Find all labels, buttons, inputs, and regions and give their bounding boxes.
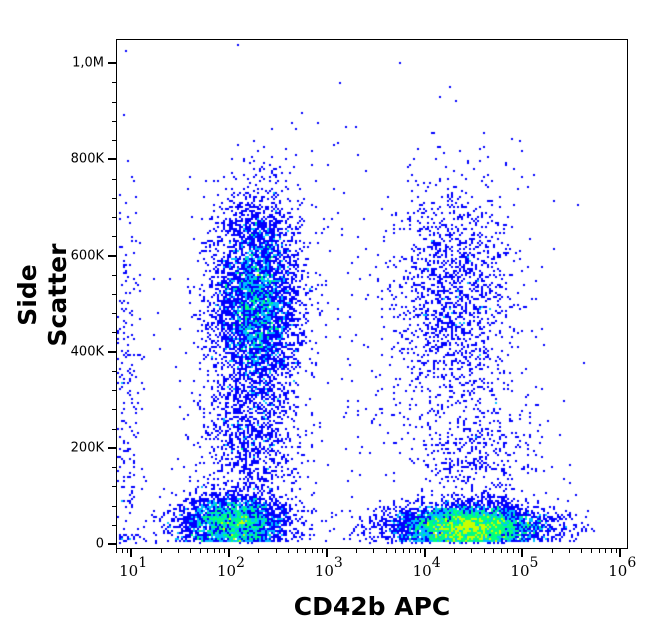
y-tick-label: 1,0M: [72, 55, 104, 71]
x-tick-label: 104: [412, 555, 441, 580]
y-tick-label: 200K: [70, 440, 104, 456]
x-tick-label: 106: [608, 555, 637, 580]
y-major-tick: [108, 62, 116, 65]
y-tick-label: 800K: [70, 151, 104, 167]
y-major-tick: [108, 158, 116, 161]
x-minor-tick: [500, 549, 502, 553]
x-minor-tick: [492, 549, 494, 553]
x-tick-label: 103: [314, 555, 343, 580]
y-minor-tick: [112, 140, 116, 142]
y-tick-label: 400K: [70, 344, 104, 360]
plot-area: [116, 39, 628, 549]
x-minor-tick: [581, 549, 583, 553]
y-minor-tick: [112, 524, 116, 526]
x-minor-tick: [551, 549, 553, 553]
y-minor-tick: [112, 390, 116, 392]
x-minor-tick: [471, 549, 473, 553]
x-minor-tick: [311, 549, 313, 553]
scatter-density-canvas: [117, 40, 627, 548]
x-minor-tick: [177, 549, 179, 553]
x-minor-tick: [275, 549, 277, 553]
y-minor-tick: [112, 428, 116, 430]
x-tick-label: 102: [216, 555, 245, 580]
y-minor-tick: [112, 178, 116, 180]
x-minor-tick: [569, 549, 571, 553]
y-minor-tick: [112, 505, 116, 507]
x-major-tick: [521, 549, 524, 557]
x-minor-tick: [385, 549, 387, 553]
x-minor-tick: [483, 549, 485, 553]
x-minor-tick: [420, 549, 422, 553]
y-minor-tick: [112, 486, 116, 488]
x-minor-tick: [317, 549, 319, 553]
x-major-tick: [130, 549, 133, 557]
y-tick-label: 600K: [70, 248, 104, 263]
y-minor-tick: [112, 236, 116, 238]
x-minor-tick: [116, 549, 117, 553]
x-minor-tick: [598, 549, 600, 553]
x-minor-tick: [126, 549, 128, 553]
x-major-tick: [325, 549, 328, 557]
x-minor-tick: [322, 549, 324, 553]
y-minor-tick: [112, 294, 116, 295]
x-minor-tick: [615, 549, 617, 553]
x-minor-tick: [305, 549, 307, 553]
y-minor-tick: [112, 332, 116, 334]
y-minor-tick: [112, 313, 116, 315]
y-minor-tick: [112, 409, 116, 411]
y-major-tick: [108, 446, 116, 449]
x-minor-tick: [402, 549, 404, 553]
x-minor-tick: [207, 549, 209, 553]
y-minor-tick: [112, 217, 116, 219]
y-minor-tick: [112, 274, 116, 276]
x-major-tick: [227, 549, 230, 557]
x-minor-tick: [190, 549, 192, 553]
x-minor-tick: [512, 549, 514, 553]
y-major-tick: [108, 543, 116, 546]
y-minor-tick: [112, 120, 116, 122]
y-major-tick: [108, 350, 116, 353]
x-minor-tick: [287, 549, 289, 553]
x-major-tick: [423, 549, 426, 557]
x-minor-tick: [213, 549, 215, 553]
x-minor-tick: [605, 549, 607, 553]
y-minor-tick: [112, 197, 116, 199]
y-minor-tick: [112, 101, 116, 103]
x-minor-tick: [121, 549, 123, 553]
x-minor-tick: [590, 549, 592, 553]
x-minor-tick: [219, 549, 221, 553]
x-tick-label: 101: [119, 555, 148, 580]
x-minor-tick: [507, 549, 509, 553]
x-minor-tick: [409, 549, 411, 553]
x-axis-title: CD42b APC: [293, 592, 451, 621]
x-minor-tick: [415, 549, 417, 553]
y-minor-tick: [112, 467, 116, 469]
y-minor-tick: [112, 82, 116, 84]
x-minor-tick: [356, 549, 358, 553]
x-minor-tick: [258, 549, 260, 553]
x-minor-tick: [517, 549, 519, 553]
x-minor-tick: [395, 549, 397, 553]
y-tick-label: 0: [95, 536, 104, 552]
y-axis-title: Side Scatter: [13, 243, 72, 347]
x-minor-tick: [373, 549, 375, 553]
y-major-tick: [108, 254, 116, 257]
x-major-tick: [619, 549, 622, 557]
x-minor-tick: [610, 549, 612, 553]
y-minor-tick: [112, 370, 116, 372]
x-minor-tick: [454, 549, 456, 553]
x-minor-tick: [297, 549, 299, 553]
x-minor-tick: [224, 549, 226, 553]
x-minor-tick: [199, 549, 201, 553]
x-tick-label: 105: [510, 555, 539, 580]
x-minor-tick: [160, 549, 162, 553]
